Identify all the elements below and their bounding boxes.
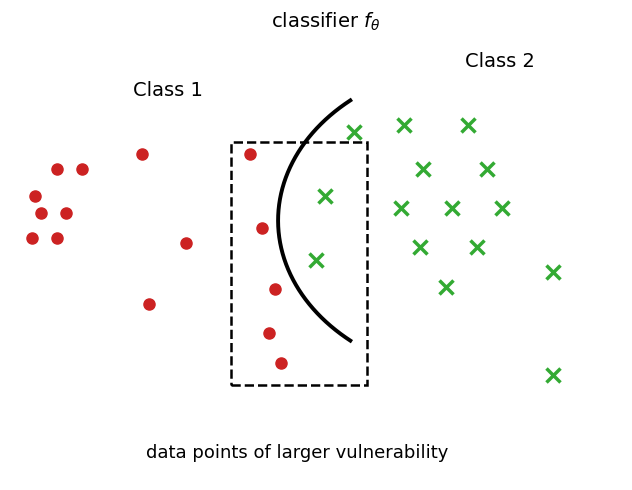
- Text: classifier $f_{\theta}$: classifier $f_{\theta}$: [271, 11, 380, 33]
- Text: Class 1: Class 1: [133, 81, 203, 100]
- Text: Class 2: Class 2: [465, 52, 535, 71]
- Bar: [231, 142, 367, 385]
- Text: data points of larger vulnerability: data points of larger vulnerability: [146, 444, 448, 462]
